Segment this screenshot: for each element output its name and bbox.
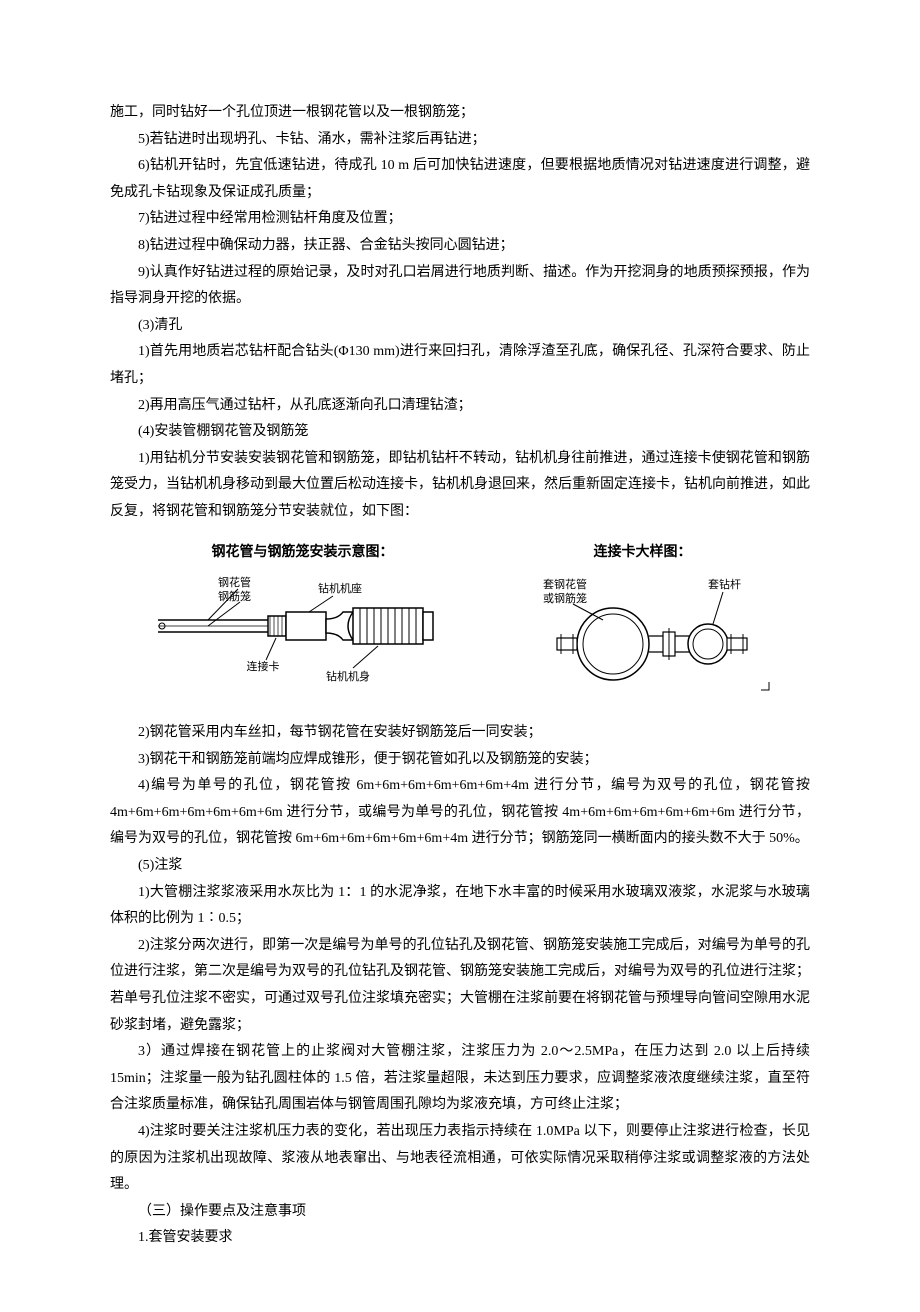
diagram-row: 钢花管与钢筋笼安装示意图： 钢花管 钢筋笼 钻机机座	[110, 538, 810, 703]
right-diagram: 连接卡大样图： 套钢花管 或钢筋笼 套钻杆	[513, 538, 773, 703]
paragraph: 7)钻进过程中经常用检测钻杆角度及位置；	[110, 206, 810, 233]
paragraph: 2)钢花管采用内车丝扣，每节钢花管在安装好钢筋笼后一同安装；	[110, 720, 810, 747]
left-diagram-title: 钢花管与钢筋笼安装示意图：	[212, 538, 394, 565]
paragraph: 3)钢花干和钢筋笼前端均应焊成锥形，便于钢花管如孔以及钢筋笼的安装；	[110, 747, 810, 774]
label-zjjs: 钻机机身	[326, 669, 370, 683]
paragraph: 9)认真作好钻进过程的原始记录，及时对孔口岩屑进行地质判断、描述。作为开挖洞身的…	[110, 260, 810, 313]
paragraph: 1)大管棚注浆浆液采用水灰比为 1：1 的水泥净浆，在地下水丰富的时候采用水玻璃…	[110, 880, 810, 933]
paragraph: (3)清孔	[110, 313, 810, 340]
paragraph: 2)注浆分两次进行，即第一次是编号为单号的孔位钻孔及钢花管、钢筋笼安装施工完成后…	[110, 933, 810, 1039]
right-diagram-title: 连接卡大样图：	[594, 538, 692, 565]
paragraph: 1)用钻机分节安装安装钢花管和钢筋笼，即钻机钻杆不转动，钻机机身往前推进，通过连…	[110, 446, 810, 526]
label-hgjl: 或钢筋笼	[543, 591, 587, 605]
label-gjl: 钢筋笼	[218, 589, 251, 603]
paragraph: (4)安装管棚钢花管及钢筋笼	[110, 419, 810, 446]
label-tzg: 套钻杆	[708, 577, 741, 591]
paragraph: 8)钻进过程中确保动力器，扶正器、合金钻头按同心圆钻进；	[110, 233, 810, 260]
label-ljk: 连接卡	[246, 660, 279, 673]
paragraph: 2)再用高压气通过钻杆，从孔底逐渐向孔口清理钻渣；	[110, 393, 810, 420]
label-ghg: 钢花管	[218, 575, 251, 589]
paragraph: 6)钻机开钻时，先宜低速钻进，待成孔 10 m 后可加快钻进速度，但要根据地质情…	[110, 153, 810, 206]
paragraph: 4)编号为单号的孔位，钢花管按 6m+6m+6m+6m+6m+6m+4m 进行分…	[110, 773, 810, 853]
paragraph: 5)若钻进时出现坍孔、卡钻、涌水，需补注浆后再钻进；	[110, 127, 810, 154]
paragraph: 1.套管安装要求	[110, 1225, 810, 1252]
paragraph: 4)注浆时要关注注浆机压力表的变化，若出现压力表指示持续在 1.0MPa 以下，…	[110, 1119, 810, 1199]
installation-diagram-svg: 钢花管 钢筋笼 钻机机座	[148, 572, 458, 702]
paragraph: （三）操作要点及注意事项	[110, 1199, 810, 1226]
left-diagram: 钢花管与钢筋笼安装示意图： 钢花管 钢筋笼 钻机机座	[148, 538, 458, 703]
paragraph: (5)注浆	[110, 853, 810, 880]
label-zjjz: 钻机机座	[318, 581, 362, 595]
paragraph: 1)首先用地质岩芯钻杆配合钻头(Φ130 mm)进行来回扫孔，清除浮渣至孔底，确…	[110, 339, 810, 392]
label-tghg: 套钢花管	[543, 577, 587, 591]
connector-detail-svg: 套钢花管 或钢筋笼 套钻杆	[513, 572, 773, 702]
paragraph: 施工，同时钻好一个孔位顶进一根钢花管以及一根钢筋笼；	[110, 100, 810, 127]
paragraph: 3）通过焊接在钢花管上的止浆阀对大管棚注浆，注浆压力为 2.0～2.5MPa，在…	[110, 1039, 810, 1119]
